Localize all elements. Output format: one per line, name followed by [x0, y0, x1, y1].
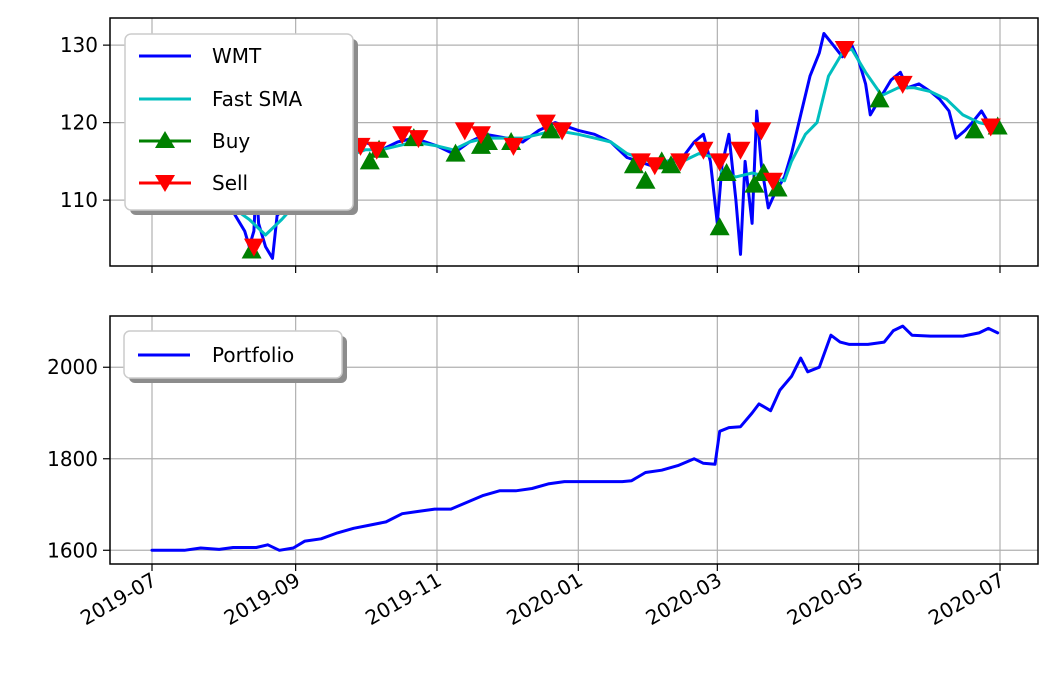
sell-marker [644, 157, 665, 176]
price-y-tick-label: 120 [60, 111, 98, 135]
price-y-tick-label: 110 [60, 188, 98, 212]
price-y-ticks: 110 120 130 [60, 33, 110, 212]
buy-marker [744, 174, 765, 193]
legend-buy-label: Buy [212, 129, 250, 153]
sell-marker [366, 141, 387, 160]
sell-marker [454, 122, 475, 141]
legend-sell-marker [155, 175, 175, 192]
sell-marker [503, 137, 524, 156]
legend-buy-marker [155, 131, 175, 148]
sell-marker [762, 172, 783, 191]
buy-marker [716, 163, 737, 181]
buy-marker [767, 178, 788, 197]
legend-portfolio-label: Portfolio [212, 343, 294, 367]
legend-wmt-label: WMT [212, 44, 262, 68]
buy-marker [477, 132, 498, 150]
buy-marker [540, 120, 561, 139]
sell-marker [471, 126, 492, 145]
sell-marker [709, 153, 730, 172]
portfolio-y-tick-label: 1600 [47, 538, 98, 562]
buy-marker [635, 170, 656, 189]
sell-marker [751, 122, 772, 141]
buy-marker [445, 143, 466, 162]
buy-marker [660, 155, 681, 174]
price-axes-frame [109, 17, 1039, 267]
buy-marker [964, 120, 985, 139]
price-axes: 110 120 130 WMT Fast SMA Buy Sell [60, 17, 1039, 273]
portfolio-portfolio-line [150, 324, 1000, 552]
price-x-ticks [151, 266, 1001, 273]
sell-marker [980, 118, 1001, 137]
sell-marker [243, 238, 264, 257]
price-y-tick-label: 130 [60, 33, 98, 57]
buy-marker [359, 151, 380, 170]
portfolio-legend: Portfolio [123, 330, 347, 383]
sell-marker [693, 141, 714, 160]
sell-marker [730, 141, 751, 160]
sell-marker [408, 130, 429, 149]
buy-marker [623, 155, 644, 174]
sell-marker [834, 41, 855, 59]
trade-markers [241, 41, 1008, 259]
buy-marker [869, 89, 890, 108]
portfolio-y-tick-label: 2000 [47, 355, 98, 379]
legend-fast-sma-label: Fast SMA [212, 87, 302, 111]
portfolio-axes-frame [109, 315, 1039, 565]
legend-sell-label: Sell [212, 171, 248, 195]
portfolio-lines [150, 324, 1000, 552]
buy-marker [709, 217, 730, 236]
sell-marker [670, 153, 691, 172]
sell-marker [535, 114, 556, 133]
sell-marker [392, 126, 413, 145]
price-legend: WMT Fast SMA Buy Sell [124, 33, 358, 215]
portfolio-y-ticks: 1600 1800 2000 [47, 355, 110, 562]
sell-marker [552, 122, 573, 141]
sell-marker [892, 75, 913, 94]
portfolio-y-tick-label: 1800 [47, 447, 98, 471]
